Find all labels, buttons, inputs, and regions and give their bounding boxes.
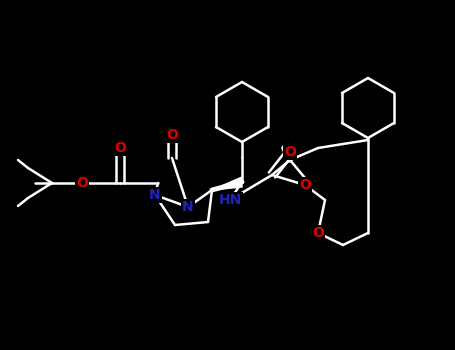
Text: O: O — [284, 145, 296, 159]
Text: O: O — [312, 226, 324, 240]
Text: N: N — [149, 188, 161, 202]
Text: O: O — [166, 128, 178, 142]
Text: O: O — [76, 176, 88, 190]
Text: N: N — [182, 200, 194, 214]
Polygon shape — [212, 177, 242, 190]
Text: O: O — [299, 178, 311, 192]
Text: O: O — [114, 141, 126, 155]
Text: HN: HN — [218, 193, 242, 207]
